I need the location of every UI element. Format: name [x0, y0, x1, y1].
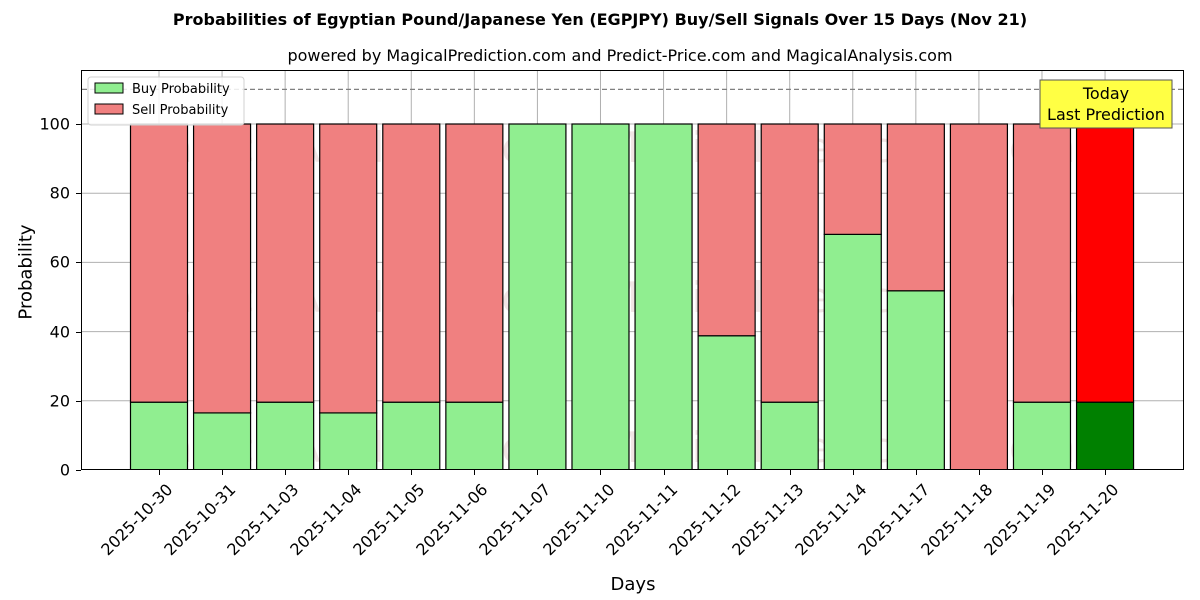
y-tick-label: 0 — [59, 460, 70, 480]
sell-bar — [697, 123, 756, 337]
sell-bar — [129, 123, 189, 403]
x-tick-mark — [1041, 470, 1043, 475]
x-axis-label: Days — [610, 574, 656, 595]
legend: Buy Probability Sell Probability — [87, 76, 245, 126]
sell-bar — [256, 123, 315, 403]
buy-bar — [760, 401, 819, 469]
svg-text:Buy Probability: Buy Probability — [132, 82, 230, 97]
x-tick-mark — [474, 470, 476, 475]
y-tick-mark — [76, 331, 81, 333]
x-tick-mark — [852, 470, 854, 475]
chart-title: Probabilities of Egyptian Pound/Japanese… — [172, 10, 1028, 29]
plot-area: MagicalAnalysis.comMagicalPrediction.com… — [81, 70, 1184, 470]
sell-bar — [1012, 123, 1072, 403]
sell-bar — [192, 123, 252, 414]
buy-bar — [886, 290, 945, 469]
buy-bar — [445, 401, 504, 469]
x-tick-mark — [600, 470, 602, 475]
y-tick-mark — [76, 262, 81, 264]
y-tick-label: 40 — [49, 322, 70, 342]
sell-bar — [886, 123, 945, 292]
y-tick-mark — [76, 193, 81, 195]
svg-text:Today: Today — [1082, 84, 1129, 103]
x-tick-mark — [915, 470, 917, 475]
buy-bar — [823, 233, 882, 469]
sell-bar — [760, 123, 819, 403]
x-tick-mark — [159, 470, 160, 475]
sell-bar — [949, 123, 1009, 469]
buy-bar — [192, 412, 252, 469]
buy-bar — [129, 401, 189, 469]
bar-chart: MagicalAnalysis.comMagicalPrediction.com… — [82, 71, 1183, 469]
sell-bar — [823, 123, 882, 235]
buy-bar — [319, 412, 378, 469]
buy-bar — [697, 335, 756, 469]
x-tick-mark — [789, 470, 791, 475]
x-tick-mark — [726, 470, 728, 475]
y-tick-mark — [76, 124, 81, 125]
y-tick-label: 20 — [49, 391, 70, 411]
y-tick-label: 60 — [49, 252, 70, 272]
buy-bar — [1012, 401, 1072, 469]
sell-bar — [1075, 123, 1135, 403]
x-tick-mark — [222, 470, 224, 475]
y-tick-mark — [76, 400, 81, 402]
sell-bar — [445, 123, 504, 403]
buy-bar — [382, 401, 441, 469]
x-tick-mark — [1105, 470, 1107, 475]
chart-subtitle: powered by MagicalPrediction.com and Pre… — [287, 46, 953, 65]
buy-bar — [571, 123, 630, 469]
x-tick-mark — [978, 470, 980, 475]
y-tick-mark — [76, 470, 81, 471]
y-axis-label: Probability — [15, 224, 37, 320]
x-tick-mark — [411, 470, 413, 475]
x-tick-mark — [663, 470, 665, 475]
svg-text:Sell Probability: Sell Probability — [132, 103, 229, 118]
sell-bar — [382, 123, 441, 403]
today-annotation: Today Last Prediction — [1039, 79, 1173, 129]
y-tick-label: 80 — [49, 183, 70, 203]
buy-bar — [256, 401, 315, 469]
buy-bar — [1075, 401, 1135, 469]
x-tick-mark — [348, 470, 350, 475]
x-tick-mark — [285, 470, 287, 475]
x-tick-mark — [537, 470, 539, 475]
y-tick-label: 100 — [39, 114, 70, 134]
buy-bar — [508, 123, 567, 469]
sell-bar — [319, 123, 378, 414]
svg-text:Last Prediction: Last Prediction — [1047, 105, 1165, 124]
buy-bar — [634, 123, 693, 469]
